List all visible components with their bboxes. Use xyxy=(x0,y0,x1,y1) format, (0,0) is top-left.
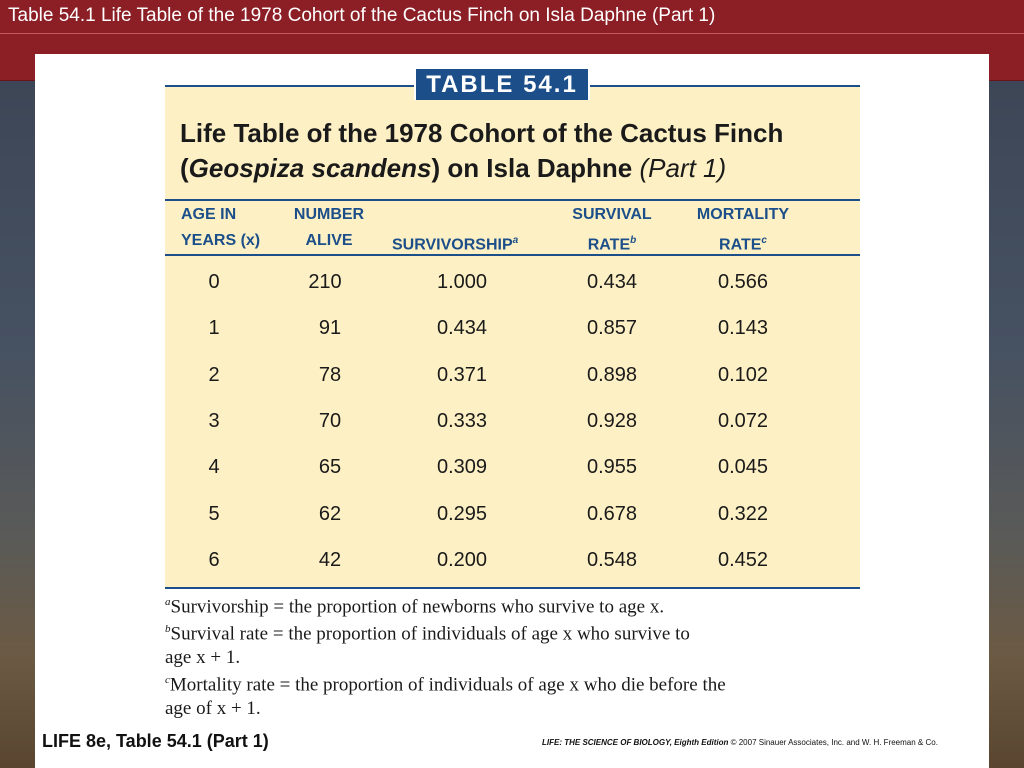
cell-mortality-rate: 0.452 xyxy=(717,549,769,571)
cell-mortality-rate: 0.143 xyxy=(717,317,769,339)
cell-survival-rate: 0.857 xyxy=(586,317,638,339)
caption-part: (Part 1) xyxy=(639,153,727,183)
cell-age: 4 xyxy=(208,456,220,478)
cell-survivorship: 0.295 xyxy=(436,503,488,525)
header-number-alive: NUMBER ALIVE xyxy=(293,206,365,249)
cell-mortality-rate: 0.045 xyxy=(717,456,769,478)
cell-alive: 210 xyxy=(308,271,342,293)
cell-survival-rate: 0.678 xyxy=(586,503,638,525)
cell-survival-rate: 0.928 xyxy=(586,410,638,432)
life-table xyxy=(165,85,860,589)
header-survival-rate: SURVIVAL RATEb xyxy=(572,206,652,254)
cell-survival-rate: 0.434 xyxy=(586,271,638,293)
cell-survivorship: 0.371 xyxy=(436,364,488,386)
copyright-line: LIFE: THE SCIENCE OF BIOLOGY, Eighth Edi… xyxy=(542,738,938,747)
species-name: Geospiza scandens xyxy=(188,153,432,183)
header-age: AGE IN YEARS (x) xyxy=(181,206,261,249)
cell-survivorship: 1.000 xyxy=(436,271,488,293)
cell-alive: 70 xyxy=(318,410,342,432)
cell-age: 2 xyxy=(208,364,220,386)
header-divider xyxy=(0,33,1024,34)
cell-mortality-rate: 0.566 xyxy=(717,271,769,293)
slide-title: Table 54.1 Life Table of the 1978 Cohort… xyxy=(8,5,716,26)
figure-credit: LIFE 8e, Table 54.1 (Part 1) xyxy=(42,731,269,751)
caption-line-1: Life Table of the 1978 Cohort of the Cac… xyxy=(180,118,784,148)
caption-line-2: (Geospiza scandens) on Isla Daphne (Part… xyxy=(180,153,727,183)
cell-alive: 65 xyxy=(318,456,342,478)
cell-survivorship: 0.434 xyxy=(436,317,488,339)
cell-age: 5 xyxy=(208,503,220,525)
cell-age: 1 xyxy=(208,317,220,339)
cell-survival-rate: 0.898 xyxy=(586,364,638,386)
cell-alive: 91 xyxy=(318,317,342,339)
cell-mortality-rate: 0.322 xyxy=(717,503,769,525)
footnote-c: cMortality rate = the proportion of indi… xyxy=(165,674,726,720)
footnote-a: aSurvivorship = the proportion of newbor… xyxy=(165,596,665,618)
cell-survival-rate: 0.548 xyxy=(586,549,638,571)
cell-alive: 78 xyxy=(318,364,342,386)
header-top-rule xyxy=(165,199,860,201)
cell-survivorship: 0.333 xyxy=(436,410,488,432)
cell-alive: 42 xyxy=(318,549,342,571)
table-tag: TABLE 54.1 xyxy=(414,69,590,100)
header-survivorship: SURVIVORSHIPa xyxy=(392,235,519,254)
table-caption: Life Table of the 1978 Cohort of the Cac… xyxy=(180,116,860,186)
cell-age: 6 xyxy=(208,549,220,571)
cell-mortality-rate: 0.072 xyxy=(717,410,769,432)
cell-age: 3 xyxy=(208,410,220,432)
cell-age: 0 xyxy=(208,271,220,293)
cell-survivorship: 0.309 xyxy=(436,456,488,478)
header-mortality-rate: MORTALITY RATEc xyxy=(696,206,790,254)
cell-mortality-rate: 0.102 xyxy=(717,364,769,386)
cell-alive: 62 xyxy=(318,503,342,525)
header-bottom-rule xyxy=(165,254,860,256)
cell-survival-rate: 0.955 xyxy=(586,456,638,478)
cell-survivorship: 0.200 xyxy=(436,549,488,571)
footnote-b: bSurvival rate = the proportion of indiv… xyxy=(165,623,690,669)
